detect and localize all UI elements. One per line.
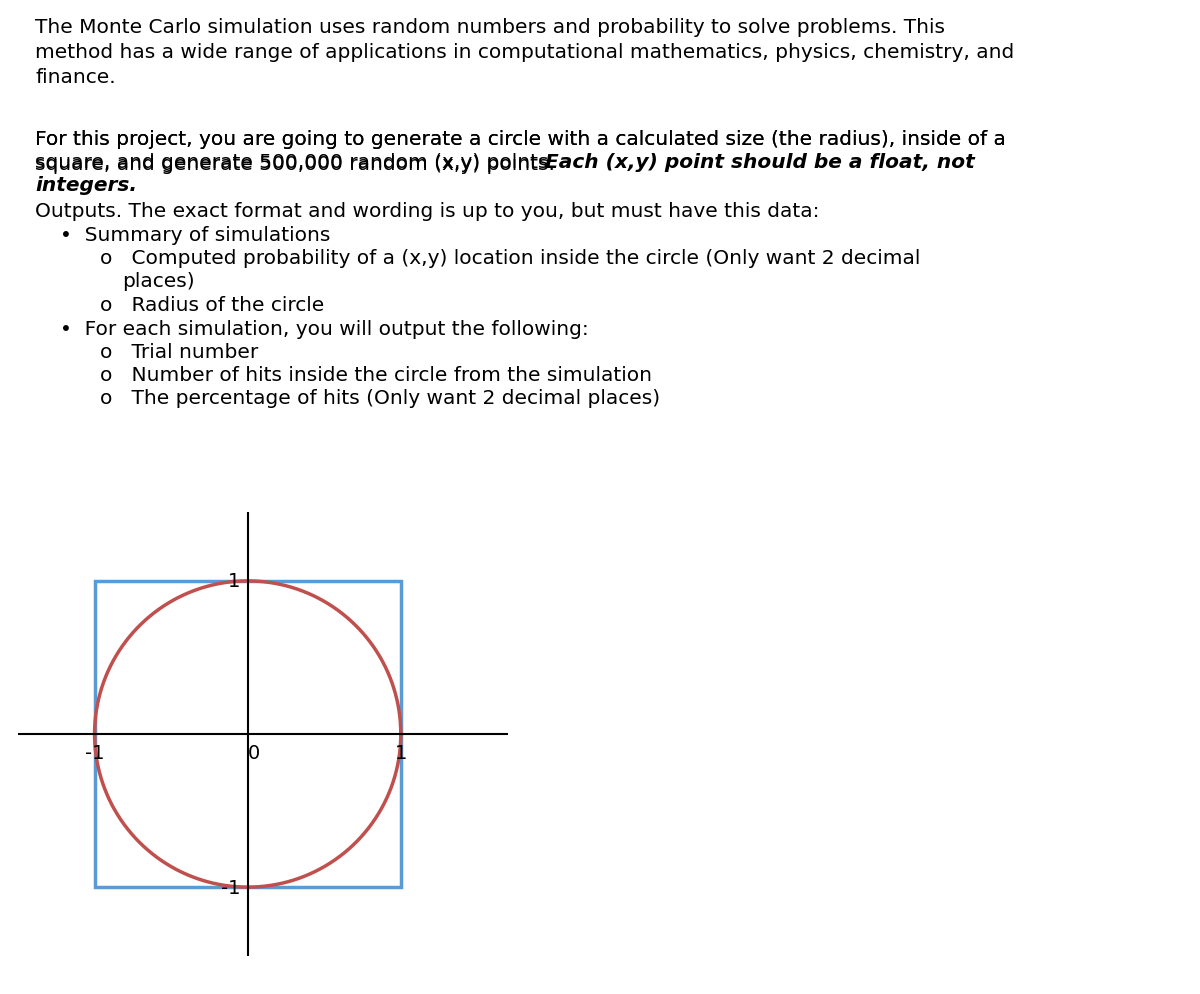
Text: Outputs. The exact format and wording is up to you, but must have this data:: Outputs. The exact format and wording is…: [35, 202, 820, 221]
Text: o   Radius of the circle: o Radius of the circle: [100, 295, 324, 315]
Text: square, and generate 500,000 random (x,y) points.: square, and generate 500,000 random (x,y…: [35, 153, 562, 172]
Text: integers.: integers.: [35, 176, 137, 195]
Text: Each (x,y) point should be a float, not: Each (x,y) point should be a float, not: [545, 153, 974, 172]
Text: 1: 1: [228, 572, 240, 590]
Text: o   Number of hits inside the circle from the simulation: o Number of hits inside the circle from …: [100, 366, 652, 385]
Text: The Monte Carlo simulation uses random numbers and probability to solve problems: The Monte Carlo simulation uses random n…: [35, 18, 1014, 86]
Text: •  Summary of simulations: • Summary of simulations: [60, 226, 330, 245]
Text: -1: -1: [85, 744, 104, 762]
Text: For this project, you are going to generate a circle with a calculated size (the: For this project, you are going to gener…: [35, 130, 1006, 149]
Text: 0: 0: [247, 744, 260, 762]
Text: o   Computed probability of a (x,y) location inside the circle (Only want 2 deci: o Computed probability of a (x,y) locati…: [100, 248, 920, 267]
Text: o   Trial number: o Trial number: [100, 343, 258, 362]
Text: -1: -1: [221, 878, 240, 897]
Text: o   The percentage of hits (Only want 2 decimal places): o The percentage of hits (Only want 2 de…: [100, 389, 660, 408]
Text: •  For each simulation, you will output the following:: • For each simulation, you will output t…: [60, 320, 589, 339]
Text: places): places): [122, 271, 194, 290]
Text: For this project, you are going to generate a circle with a calculated size (the: For this project, you are going to gener…: [35, 130, 1006, 174]
Text: 1: 1: [395, 744, 407, 762]
Bar: [95, 581, 401, 888]
